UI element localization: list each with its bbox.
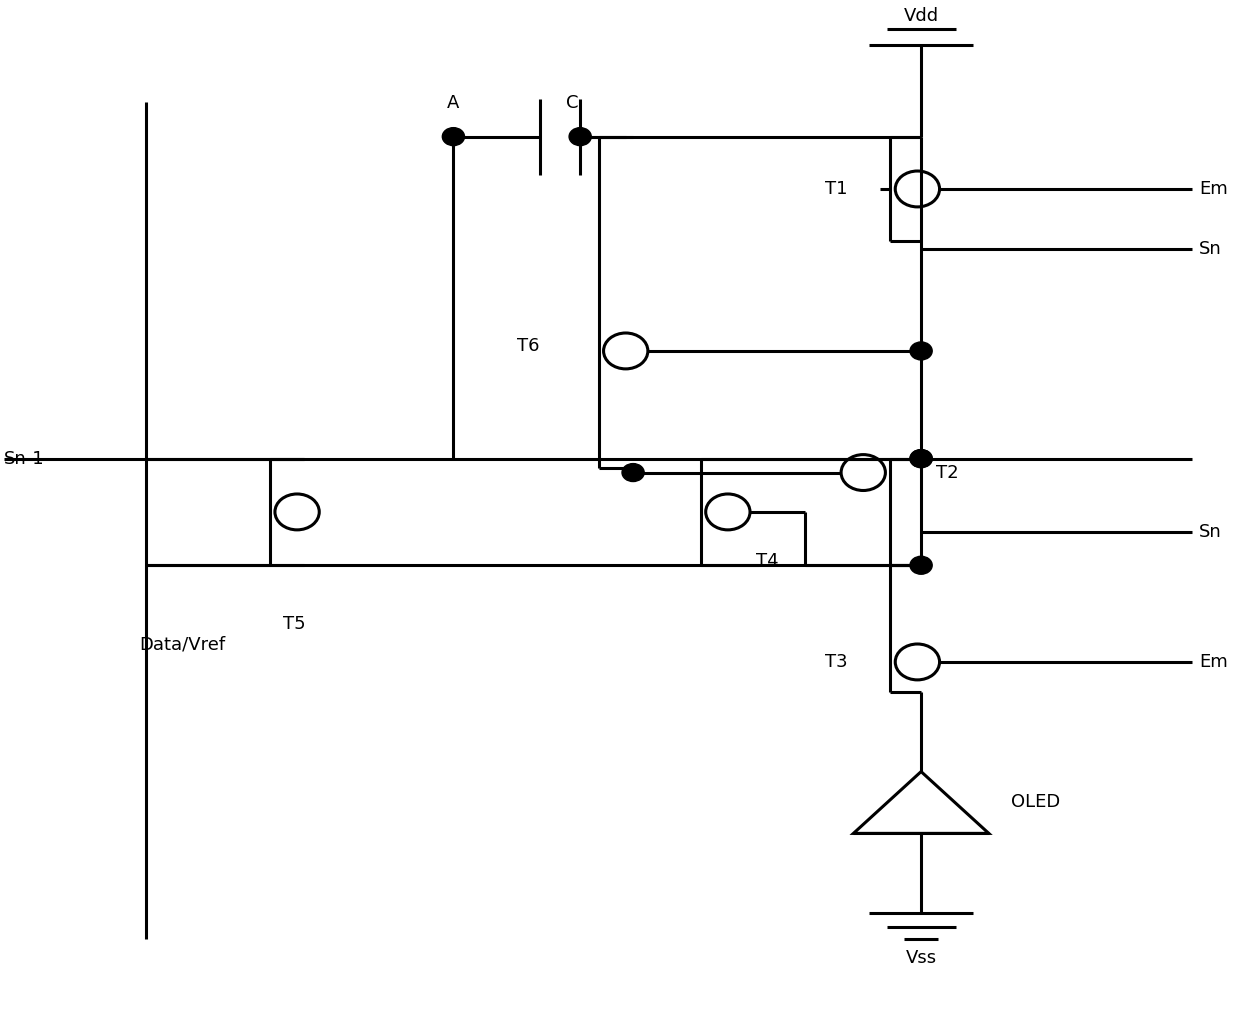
Text: Em: Em — [1199, 653, 1228, 671]
Text: T1: T1 — [825, 180, 847, 198]
Text: Vdd: Vdd — [904, 7, 939, 25]
Circle shape — [569, 128, 591, 146]
Text: Em: Em — [1199, 180, 1228, 198]
Circle shape — [910, 450, 932, 468]
Circle shape — [622, 464, 644, 481]
Text: Sn: Sn — [1199, 524, 1221, 541]
Text: T3: T3 — [825, 653, 847, 671]
Text: A: A — [448, 94, 460, 111]
Text: OLED: OLED — [1011, 793, 1060, 811]
Text: Sn: Sn — [1199, 240, 1221, 258]
Text: T5: T5 — [283, 615, 306, 633]
Circle shape — [910, 556, 932, 574]
Circle shape — [910, 342, 932, 360]
Text: Data/Vref: Data/Vref — [140, 636, 226, 654]
Circle shape — [910, 450, 932, 468]
Text: T4: T4 — [756, 552, 779, 569]
Text: T6: T6 — [517, 337, 539, 355]
Text: Sn-1: Sn-1 — [4, 450, 45, 468]
Text: Vss: Vss — [905, 949, 936, 967]
Text: C: C — [565, 94, 578, 111]
Circle shape — [443, 128, 465, 146]
Text: T2: T2 — [936, 464, 959, 481]
